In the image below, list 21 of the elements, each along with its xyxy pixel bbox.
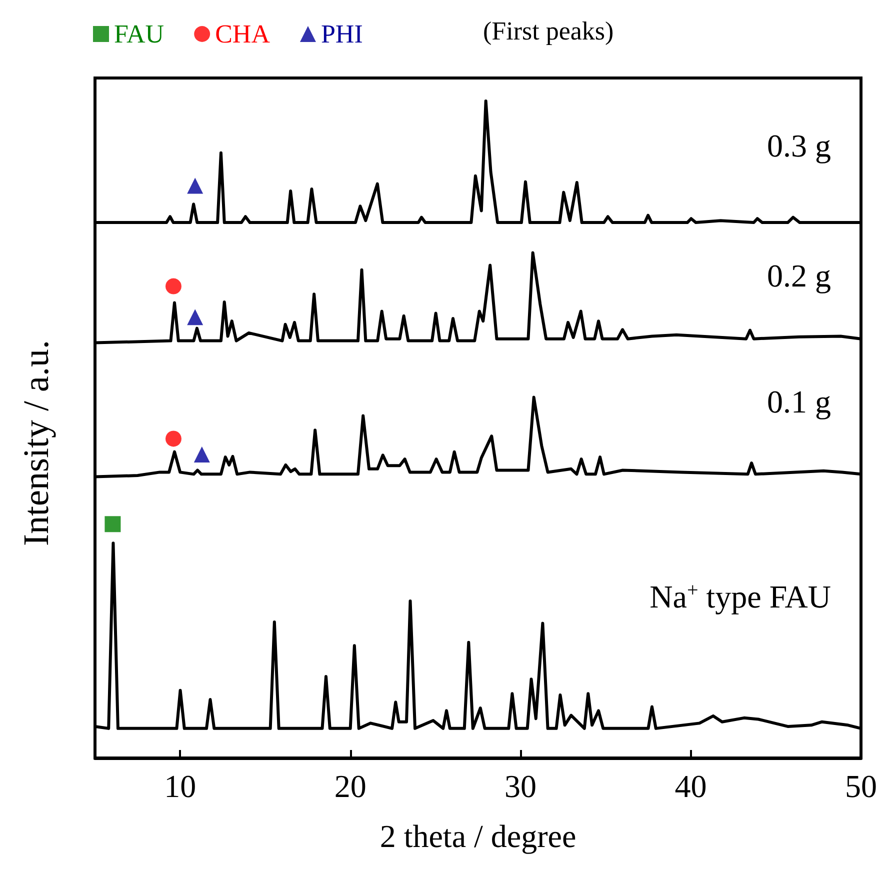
legend-label: CHA — [215, 20, 270, 48]
point — [165, 430, 182, 447]
x-tick-label: 10 — [164, 768, 196, 804]
x-tick-label: 50 — [845, 768, 877, 804]
legend-label: FAU — [114, 20, 164, 48]
legend-label: PHI — [320, 20, 363, 48]
point — [104, 516, 121, 532]
x-tick-label: 40 — [674, 768, 707, 804]
x-axis-title: 2 theta / degree — [380, 818, 576, 854]
text: Na+ type FAU — [650, 578, 831, 614]
series-label: 0.2 g — [767, 258, 831, 294]
x-tick-label: 30 — [504, 768, 537, 804]
point — [187, 309, 204, 326]
series-label: 0.1 g — [767, 384, 831, 420]
y-axis-title: Intensity / a.u. — [16, 340, 56, 546]
x-tick-label: 20 — [334, 768, 366, 804]
point — [187, 178, 204, 194]
legend-title: (First peaks) — [483, 16, 614, 46]
point — [194, 446, 210, 462]
point — [165, 278, 182, 294]
series-label: 0.3 g — [767, 127, 831, 164]
